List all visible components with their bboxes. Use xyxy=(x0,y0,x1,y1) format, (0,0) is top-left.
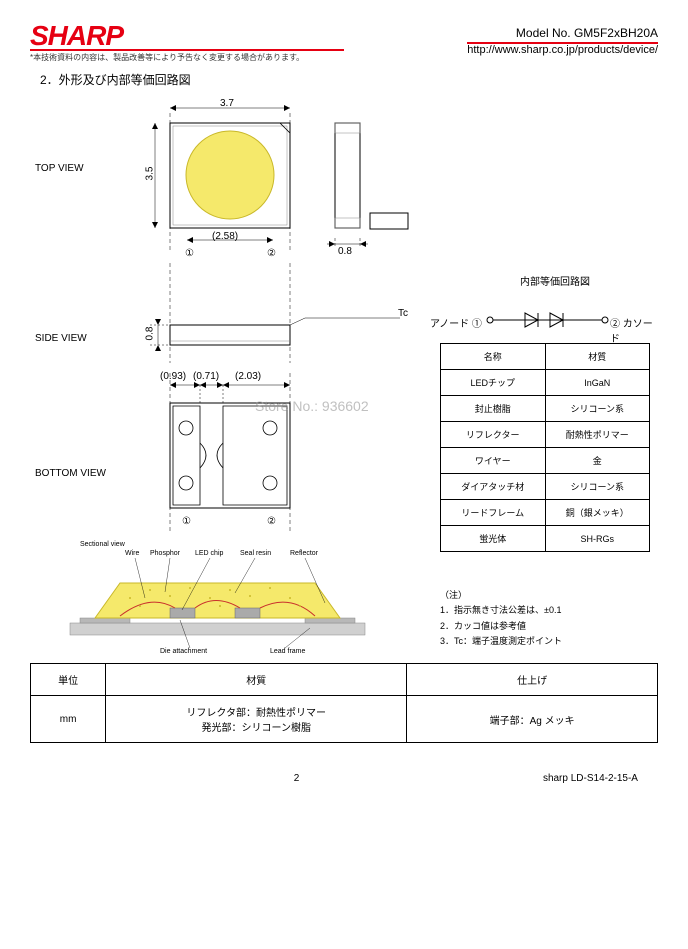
table-row: リードフレーム銅（銀メッキ） xyxy=(441,500,650,526)
bottom-view-diagram xyxy=(140,373,340,533)
dim-pad1: (0.93) xyxy=(160,371,186,382)
label-led-chip: LED chip xyxy=(195,550,223,557)
dim-thickness: 0.8 xyxy=(338,246,352,257)
bt-material: リフレクタ部：耐熱性ポリマー 発光部：シリコーン樹脂 xyxy=(106,696,407,743)
label-phosphor: Phosphor xyxy=(150,550,180,557)
note-3: 3．Tc：端子温度測定ポイント xyxy=(440,634,562,649)
footer: 2 sharp LD-S14-2-15-A xyxy=(30,773,658,784)
table-row: ワイヤー金 xyxy=(441,448,650,474)
bt-h3: 仕上げ xyxy=(407,664,658,696)
side-view-diagram xyxy=(140,263,410,363)
sectional-diagram xyxy=(60,548,380,653)
label-lead-frame: Lead frame xyxy=(270,648,305,655)
bt-unit: mm xyxy=(31,696,106,743)
label-wire: Wire xyxy=(125,550,139,557)
material-table: 名称 材質 LEDチップInGaN 封止樹脂シリコーン系 リフレクター耐熱性ポリ… xyxy=(440,343,650,552)
sharp-logo: SHARP xyxy=(30,20,304,52)
page-number: 2 xyxy=(294,773,300,784)
page: SHARP *本技術資料の内容は、製品改善等により予告なく変更する場合があります… xyxy=(0,0,688,804)
table-row: 単位 材質 仕上げ xyxy=(31,664,658,696)
section-title: 2．外形及び内部等価回路図 xyxy=(40,71,658,88)
header: SHARP *本技術資料の内容は、製品改善等により予告なく変更する場合があります… xyxy=(30,20,658,63)
marker-1-bottom: ① xyxy=(182,516,191,527)
marker-1-top: ① xyxy=(185,248,194,259)
table-row: mm リフレクタ部：耐熱性ポリマー 発光部：シリコーン樹脂 端子部：Ag メッキ xyxy=(31,696,658,743)
table-row: LEDチップInGaN xyxy=(441,370,650,396)
notes-block: （注） 1．指示無き寸法公差は、±0.1 2．カッコ値は参考値 3．Tc：端子温… xyxy=(440,588,562,649)
bottom-view-label: BOTTOM VIEW xyxy=(35,468,106,479)
label-reflector: Reflector xyxy=(290,550,318,557)
circuit-title: 内部等価回路図 xyxy=(520,273,590,288)
dim-pad2: (0.71) xyxy=(193,371,219,382)
note-1: 1．指示無き寸法公差は、±0.1 xyxy=(440,603,562,618)
table-row: ダイアタッチ材シリコーン系 xyxy=(441,474,650,500)
dim-pad3: (2.03) xyxy=(235,371,261,382)
top-view-label: TOP VIEW xyxy=(35,163,84,174)
logo-block: SHARP *本技術資料の内容は、製品改善等により予告なく変更する場合があります… xyxy=(30,20,304,63)
table-row: 名称 材質 xyxy=(441,344,650,370)
header-url: http://www.sharp.co.jp/products/device/ xyxy=(467,44,658,56)
bt-finish: 端子部：Ag メッキ xyxy=(407,696,658,743)
label-die-attach: Die attachment xyxy=(160,648,207,655)
doc-number: sharp LD-S14-2-15-A xyxy=(543,773,638,784)
table-row: 封止樹脂シリコーン系 xyxy=(441,396,650,422)
notes-header: （注） xyxy=(440,588,562,603)
marker-2-top: ② xyxy=(267,248,276,259)
bottom-spec-table: 単位 材質 仕上げ mm リフレクタ部：耐熱性ポリマー 発光部：シリコーン樹脂 … xyxy=(30,663,658,743)
note-2: 2．カッコ値は参考値 xyxy=(440,619,562,634)
model-number: Model No. GM5F2xBH20A xyxy=(467,26,658,40)
dim-circle: (2.58) xyxy=(212,231,238,242)
anode-label: アノード ① xyxy=(430,315,482,330)
dim-side-h: 0.8 xyxy=(144,327,155,341)
dim-width: 3.7 xyxy=(220,98,234,109)
diagram-area: TOP VIEW xyxy=(30,98,658,658)
model-block: Model No. GM5F2xBH20A http://www.sharp.c… xyxy=(467,20,658,56)
bt-h1: 単位 xyxy=(31,664,106,696)
disclaimer-text: *本技術資料の内容は、製品改善等により予告なく変更する場合があります。 xyxy=(30,52,304,63)
side-view-label: SIDE VIEW xyxy=(35,333,87,344)
label-seal-resin: Seal resin xyxy=(240,550,271,557)
sectional-view-label: Sectional view xyxy=(80,541,125,548)
top-view-diagram xyxy=(140,98,410,253)
header-material: 材質 xyxy=(545,344,650,370)
table-row: リフレクター耐熱性ポリマー xyxy=(441,422,650,448)
dim-height: 3.5 xyxy=(144,167,155,181)
cathode-label: ② カソード xyxy=(610,315,658,345)
bt-h2: 材質 xyxy=(106,664,407,696)
table-row: 蛍光体SH-RGs xyxy=(441,526,650,552)
header-name: 名称 xyxy=(441,344,546,370)
marker-2-bottom: ② xyxy=(267,516,276,527)
tc-label: Tc xyxy=(398,308,408,319)
